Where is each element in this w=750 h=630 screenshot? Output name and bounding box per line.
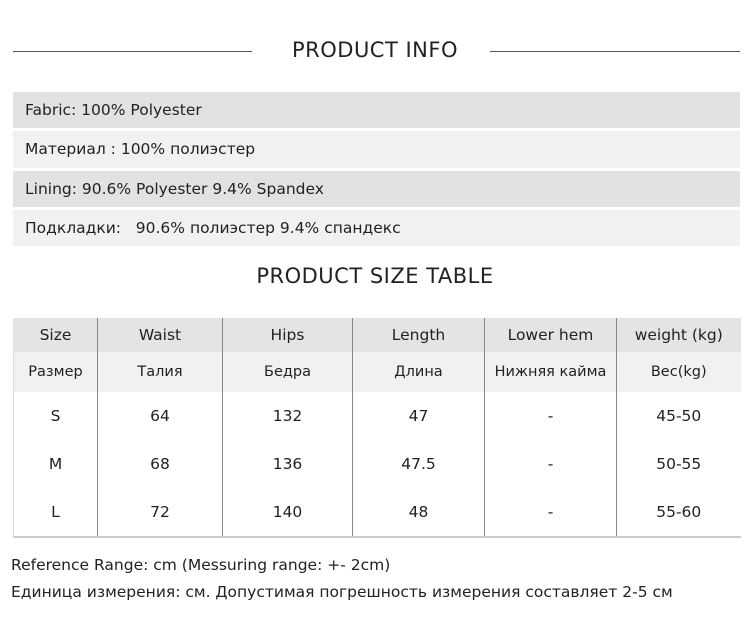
header-row-ru: Размер Талия Бедра Длина Нижняя кайма Ве… [13, 352, 741, 392]
divider-right [490, 51, 740, 52]
cell-size: S [13, 392, 98, 440]
header-hips: Hips [222, 318, 353, 352]
header-hips-ru: Бедра [222, 352, 353, 392]
info-row-material: Материал : 100% полиэстер [13, 131, 740, 168]
cell-lower-hem: - [484, 392, 617, 440]
table-row: L 72 140 48 - 55-60 [13, 488, 741, 538]
size-table-title: PRODUCT SIZE TABLE [256, 264, 494, 288]
cell-hips: 140 [222, 488, 353, 538]
cell-hips: 132 [222, 392, 353, 440]
header-length-ru: Длина [352, 352, 485, 392]
size-table: Size Waist Hips Length Lower hem weight … [13, 318, 741, 538]
header-lower-hem-ru: Нижняя кайма [484, 352, 617, 392]
header-row-en: Size Waist Hips Length Lower hem weight … [13, 318, 741, 352]
cell-lower-hem: - [484, 440, 617, 488]
cell-hips: 136 [222, 440, 353, 488]
table-row: M 68 136 47.5 - 50-55 [13, 440, 741, 488]
cell-lower-hem: - [484, 488, 617, 538]
table-row: S 64 132 47 - 45-50 [13, 392, 741, 440]
divider-left [13, 51, 252, 52]
cell-length: 48 [352, 488, 485, 538]
header-length: Length [352, 318, 485, 352]
cell-weight: 50-55 [616, 440, 741, 488]
cell-weight: 45-50 [616, 392, 741, 440]
product-info-title: PRODUCT INFO [291, 38, 458, 62]
info-row-podkladki: Подкладки: 90.6% полиэстер 9.4% спандекс [13, 210, 740, 246]
cell-size: L [13, 488, 98, 538]
cell-waist: 64 [97, 392, 223, 440]
measurement-unit-note-ru: Единица измерения: см. Допустимая погреш… [11, 583, 673, 601]
header-lower-hem: Lower hem [484, 318, 617, 352]
cell-weight: 55-60 [616, 488, 741, 538]
header-weight: weight (kg) [616, 318, 741, 352]
info-row-fabric: Fabric: 100% Polyester [13, 92, 740, 128]
header-weight-ru: Вес(kg) [616, 352, 741, 392]
cell-length: 47.5 [352, 440, 485, 488]
header-size-ru: Размер [13, 352, 98, 392]
header-waist: Waist [97, 318, 223, 352]
cell-length: 47 [352, 392, 485, 440]
header-size: Size [13, 318, 98, 352]
reference-range-note: Reference Range: cm (Messuring range: +-… [11, 556, 391, 574]
cell-waist: 68 [97, 440, 223, 488]
cell-waist: 72 [97, 488, 223, 538]
header-waist-ru: Талия [97, 352, 223, 392]
cell-size: M [13, 440, 98, 488]
info-row-lining: Lining: 90.6% Polyester 9.4% Spandex [13, 171, 740, 207]
